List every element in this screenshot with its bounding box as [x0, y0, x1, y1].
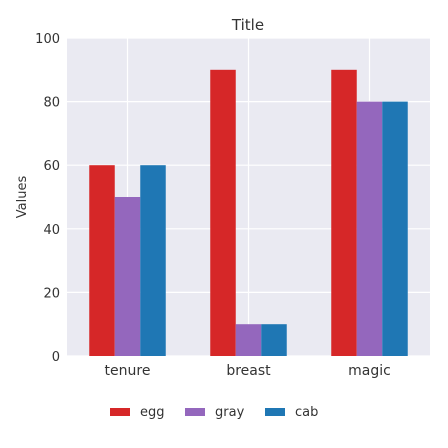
- legend: egg gray cab: [110, 405, 318, 420]
- y-axis-ticks: 0 20 40 60 80 100: [35, 32, 60, 365]
- legend-label: gray: [215, 405, 245, 420]
- y-axis-label: Values: [15, 176, 30, 219]
- bars: [89, 69, 408, 357]
- y-tick-label: 100: [35, 32, 60, 47]
- bar: [261, 324, 287, 356]
- legend-label: cab: [295, 405, 318, 420]
- x-tick-label: magic: [348, 363, 391, 379]
- y-tick-label: 40: [43, 223, 60, 238]
- legend-swatch: [185, 408, 205, 416]
- legend-swatch: [265, 408, 285, 416]
- bar: [89, 165, 115, 356]
- bar: [210, 69, 236, 357]
- bar: [382, 101, 408, 356]
- bar: [235, 324, 262, 356]
- legend-swatch: [110, 408, 130, 416]
- bar: [140, 165, 166, 356]
- bar: [114, 197, 141, 356]
- y-tick-label: 20: [43, 286, 60, 301]
- x-tick-label: breast: [226, 363, 271, 379]
- bar: [331, 69, 357, 357]
- x-tick-label: tenure: [105, 363, 151, 379]
- y-tick-label: 80: [43, 96, 60, 111]
- y-tick-label: 60: [43, 159, 60, 174]
- y-tick-label: 0: [52, 350, 60, 365]
- bar: [356, 101, 383, 356]
- legend-label: egg: [140, 405, 165, 420]
- x-axis-ticks: tenure breast magic: [105, 363, 391, 379]
- chart-title: Title: [231, 16, 264, 34]
